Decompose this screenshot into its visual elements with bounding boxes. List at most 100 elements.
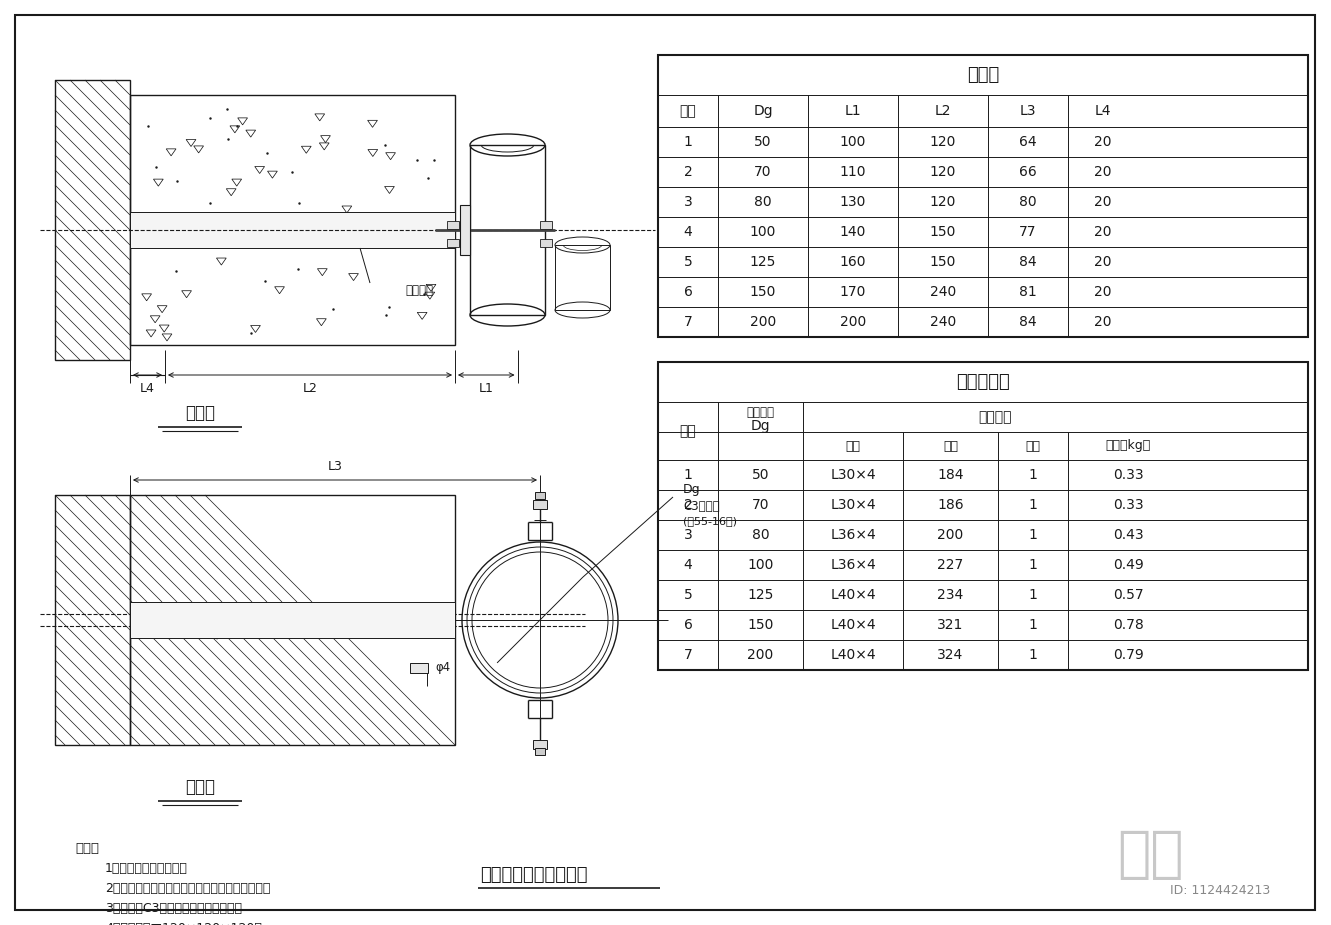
Text: 0.33: 0.33 — [1113, 498, 1143, 512]
Text: 200: 200 — [748, 648, 773, 662]
Text: 0.57: 0.57 — [1113, 588, 1143, 602]
Text: 50: 50 — [755, 135, 772, 149]
Text: L4: L4 — [140, 383, 154, 396]
Text: 1: 1 — [1029, 618, 1037, 632]
Text: 100: 100 — [840, 135, 866, 149]
Bar — [447, 239, 459, 247]
Text: 3、本图与C3型管卡大样图同时适用。: 3、本图与C3型管卡大样图同时适用。 — [105, 902, 242, 915]
Text: 尺寸表: 尺寸表 — [966, 66, 1000, 84]
Bar — [658, 362, 1308, 670]
Text: L2: L2 — [934, 104, 952, 118]
Text: 支承角鑉: 支承角鑉 — [405, 285, 433, 298]
Text: 324: 324 — [937, 648, 964, 662]
Text: 100: 100 — [749, 225, 776, 239]
Bar — [470, 145, 544, 315]
Text: 支承角钉: 支承角钉 — [978, 410, 1013, 424]
Text: 1: 1 — [1029, 498, 1037, 512]
Text: 5: 5 — [684, 588, 692, 602]
Text: L40×4: L40×4 — [831, 588, 876, 602]
Text: 130: 130 — [840, 195, 866, 209]
Bar — [130, 95, 455, 345]
Bar — [532, 500, 547, 509]
Text: L1: L1 — [845, 104, 861, 118]
Text: 125: 125 — [749, 255, 776, 269]
Text: 20: 20 — [1094, 195, 1111, 209]
Text: 序号: 序号 — [680, 424, 696, 438]
Bar — [555, 245, 610, 310]
Text: 150: 150 — [930, 225, 956, 239]
Text: 1: 1 — [684, 468, 692, 482]
Text: 4: 4 — [684, 558, 692, 572]
Text: 立面图: 立面图 — [185, 404, 216, 422]
Text: L36×4: L36×4 — [831, 528, 876, 542]
Text: 80: 80 — [755, 195, 772, 209]
Text: 序号: 序号 — [680, 104, 696, 118]
Text: 6: 6 — [684, 618, 692, 632]
Text: 20: 20 — [1094, 135, 1111, 149]
Text: 140: 140 — [840, 225, 866, 239]
Text: 227: 227 — [937, 558, 964, 572]
Text: 80: 80 — [752, 528, 769, 542]
Text: 80: 80 — [1020, 195, 1037, 209]
Text: L1: L1 — [479, 383, 494, 396]
Text: 规格: 规格 — [845, 439, 861, 452]
Text: L40×4: L40×4 — [831, 618, 876, 632]
Text: 186: 186 — [937, 498, 964, 512]
Bar — [540, 239, 552, 247]
Text: 6: 6 — [684, 285, 692, 299]
Text: 1: 1 — [1029, 558, 1037, 572]
Text: 150: 150 — [930, 255, 956, 269]
Text: 20: 20 — [1094, 285, 1111, 299]
Bar — [532, 740, 547, 749]
Text: L30×4: L30×4 — [831, 498, 876, 512]
Text: 长度: 长度 — [942, 439, 958, 452]
Text: Dg: Dg — [751, 419, 771, 433]
Text: 81: 81 — [1020, 285, 1037, 299]
Text: L3: L3 — [327, 461, 342, 474]
Text: φ4: φ4 — [435, 661, 450, 674]
Text: 100: 100 — [747, 558, 773, 572]
Text: 7: 7 — [684, 648, 692, 662]
Text: 110: 110 — [840, 165, 866, 179]
Text: 0.79: 0.79 — [1113, 648, 1143, 662]
Text: 240: 240 — [930, 315, 956, 329]
Text: 2、本支架不受力考虑，只适用于固定立管安装。: 2、本支架不受力考虑，只适用于固定立管安装。 — [105, 882, 270, 895]
Text: 0.43: 0.43 — [1113, 528, 1143, 542]
Bar — [447, 221, 459, 229]
Bar — [130, 495, 455, 745]
Text: 84: 84 — [1020, 315, 1037, 329]
Text: 77: 77 — [1020, 225, 1037, 239]
Text: L2: L2 — [302, 383, 317, 396]
Text: 知末: 知末 — [1117, 828, 1183, 882]
Bar — [461, 205, 470, 255]
Text: 1: 1 — [1029, 588, 1037, 602]
Text: 1、本图尺均以毫米计。: 1、本图尺均以毫米计。 — [105, 862, 188, 875]
Text: 184: 184 — [937, 468, 964, 482]
Text: 150: 150 — [747, 618, 773, 632]
Text: L3: L3 — [1020, 104, 1037, 118]
Text: Dg: Dg — [683, 483, 700, 496]
Text: 64: 64 — [1020, 135, 1037, 149]
Text: 20: 20 — [1094, 225, 1111, 239]
Text: 3: 3 — [684, 528, 692, 542]
Text: 20: 20 — [1094, 255, 1111, 269]
Text: 120: 120 — [930, 195, 956, 209]
Bar — [130, 212, 455, 248]
Bar — [658, 55, 1308, 337]
Bar — [410, 663, 429, 673]
Text: 1: 1 — [1029, 648, 1037, 662]
Bar — [130, 602, 455, 638]
Text: 重量（kg）: 重量（kg） — [1105, 439, 1150, 452]
Text: 件数: 件数 — [1025, 439, 1041, 452]
Bar — [55, 495, 130, 745]
Text: 66: 66 — [1020, 165, 1037, 179]
Text: 240: 240 — [930, 285, 956, 299]
Text: 70: 70 — [752, 498, 769, 512]
Text: L30×4: L30×4 — [831, 468, 876, 482]
Bar — [130, 495, 455, 602]
Text: 4、砖墙留洞■120×120×120，: 4、砖墙留洞■120×120×120， — [105, 922, 262, 925]
Text: Dg: Dg — [753, 104, 773, 118]
Text: 70: 70 — [755, 165, 772, 179]
Text: 234: 234 — [937, 588, 964, 602]
Text: 120: 120 — [930, 165, 956, 179]
